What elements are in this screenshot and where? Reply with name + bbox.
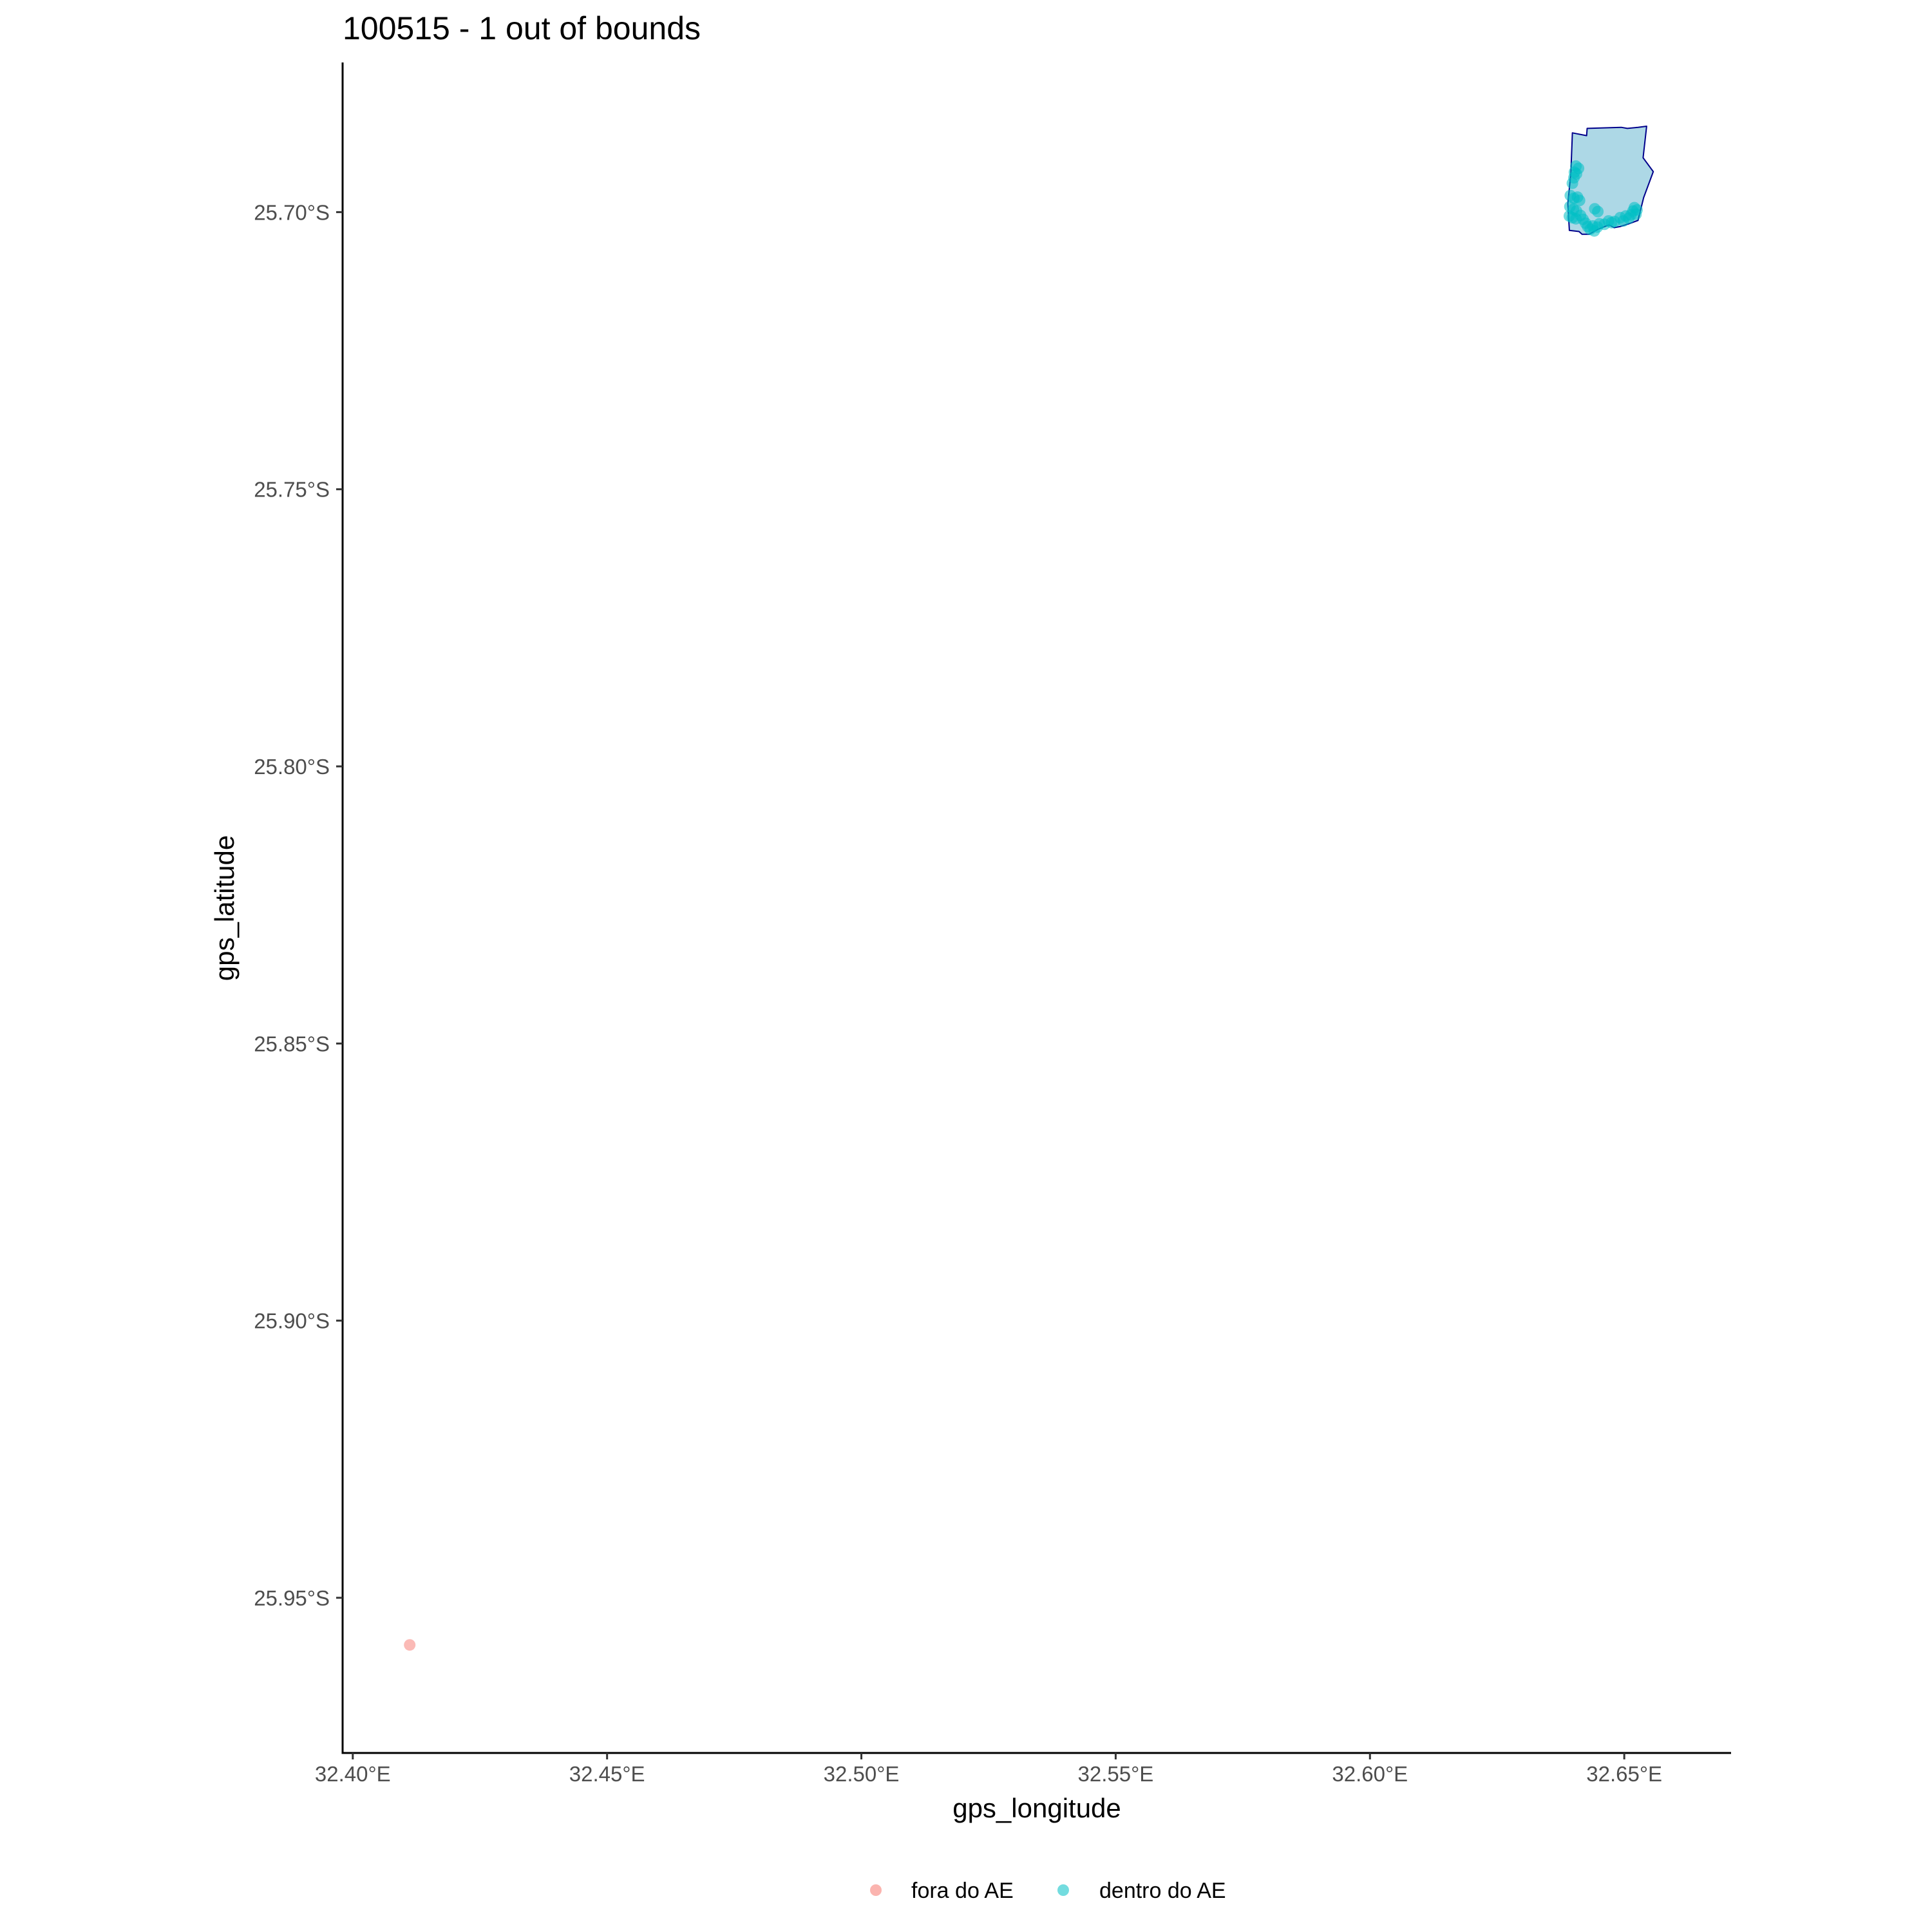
x-axis-title: gps_longitude bbox=[952, 1793, 1121, 1823]
x-tick-label: 32.55°E bbox=[1078, 1762, 1154, 1786]
x-tick-label: 32.40°E bbox=[315, 1762, 391, 1786]
legend-item-dentro-do-ae: dentro do AE bbox=[1057, 1879, 1226, 1903]
plot-panel bbox=[404, 126, 1654, 1651]
y-tick-label: 25.95°S bbox=[254, 1586, 330, 1610]
legend-key bbox=[1057, 1884, 1069, 1896]
data-point bbox=[404, 1639, 416, 1651]
legend-label: fora do AE bbox=[911, 1879, 1014, 1903]
axes: 25.70°S 25.75°S 25.80°S 25.85°S 25.90°S 25.95… bbox=[254, 62, 1731, 1786]
y-tick-label: 25.75°S bbox=[254, 478, 330, 502]
x-tick-label: 32.50°E bbox=[824, 1762, 900, 1786]
y-tick-label: 25.85°S bbox=[254, 1032, 330, 1056]
y-axis-ticks: 25.70°S 25.75°S 25.80°S 25.85°S 25.90°S 25.95… bbox=[254, 200, 343, 1610]
y-axis-title: gps_latitude bbox=[209, 835, 240, 981]
legend: fora do AE dentro do AE bbox=[870, 1879, 1226, 1903]
legend-key bbox=[870, 1884, 882, 1896]
legend-label: dentro do AE bbox=[1099, 1879, 1226, 1903]
data-point bbox=[1573, 194, 1586, 207]
y-tick-label: 25.70°S bbox=[254, 200, 330, 224]
x-tick-label: 32.45°E bbox=[569, 1762, 645, 1786]
series-dentro-do-ae bbox=[1563, 160, 1643, 237]
points-layer bbox=[404, 160, 1643, 1651]
x-tick-label: 32.65°E bbox=[1586, 1762, 1662, 1786]
x-axis-ticks: 32.40°E 32.45°E 32.50°E 32.55°E 32.60°E 32.65… bbox=[315, 1753, 1662, 1786]
data-point bbox=[1592, 205, 1604, 218]
data-point bbox=[1631, 204, 1643, 216]
y-tick-label: 25.80°S bbox=[254, 755, 330, 779]
chart-title: 100515 - 1 out of bounds bbox=[343, 10, 701, 46]
y-tick-label: 25.90°S bbox=[254, 1309, 330, 1333]
data-point bbox=[1566, 177, 1578, 189]
legend-item-fora-do-ae: fora do AE bbox=[870, 1879, 1014, 1903]
x-tick-label: 32.60°E bbox=[1332, 1762, 1408, 1786]
series-fora-do-ae bbox=[404, 1639, 416, 1651]
